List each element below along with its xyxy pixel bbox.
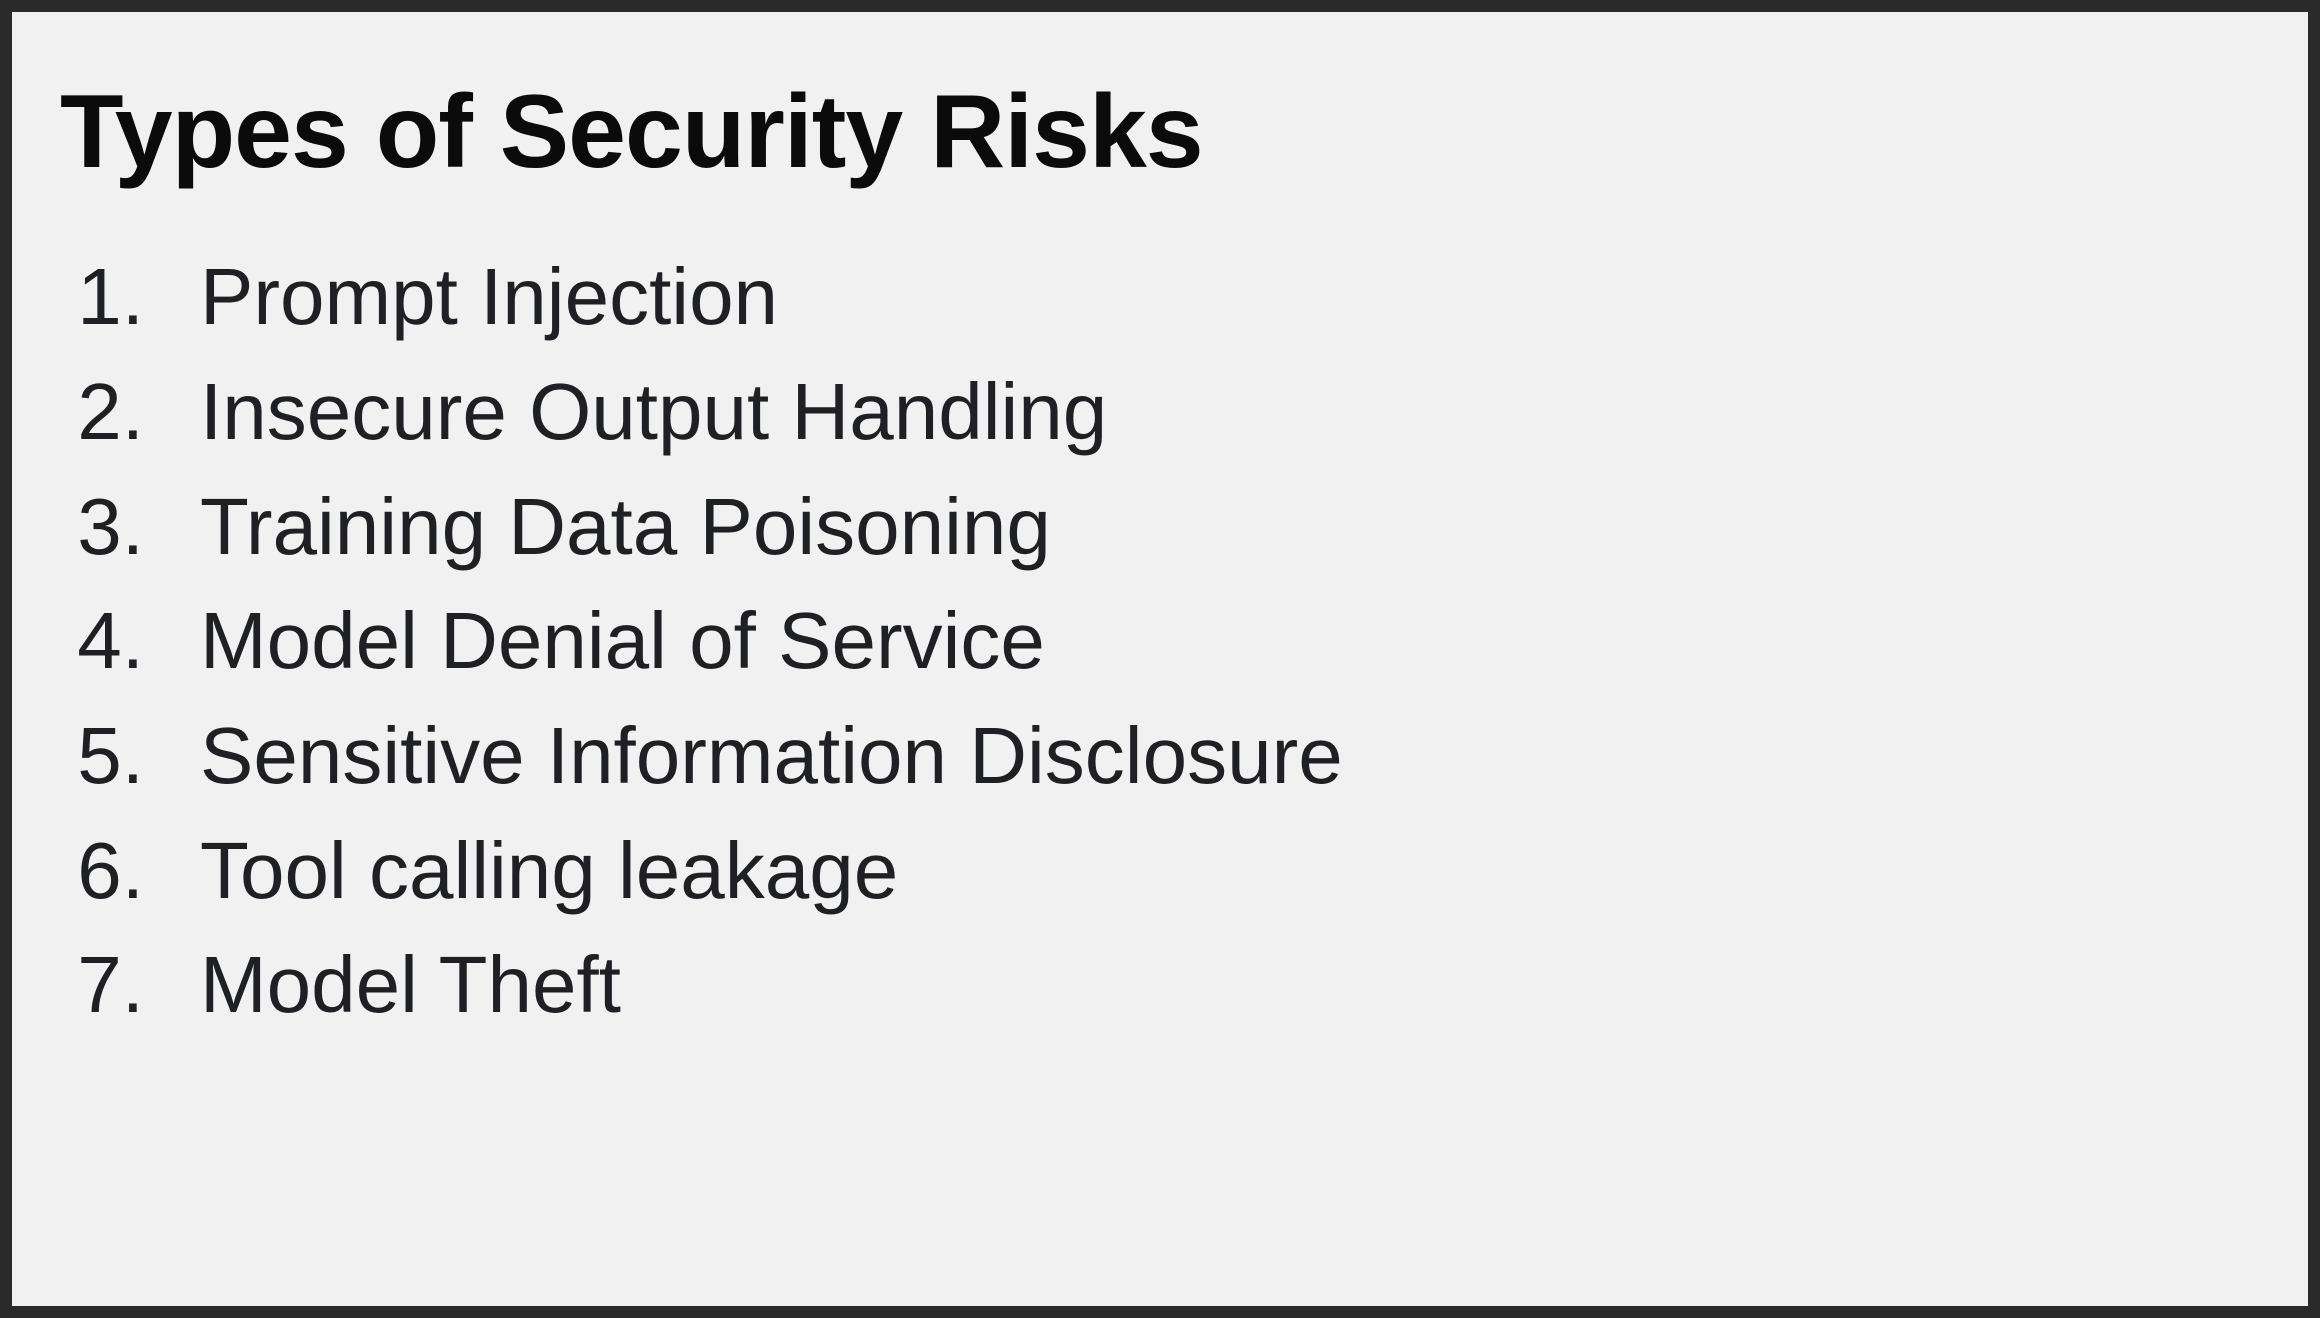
risk-number: 4.	[77, 596, 144, 686]
risk-label: Model Denial of Service	[200, 596, 1045, 686]
risk-number: 1.	[77, 252, 144, 342]
risk-number: 6.	[77, 825, 144, 915]
risk-number: 2.	[77, 367, 144, 457]
slide-title: Types of Security Risks	[60, 74, 1204, 190]
risk-label: Sensitive Information Disclosure	[200, 711, 1343, 801]
risk-number: 3.	[77, 481, 144, 571]
risk-number: 5.	[77, 711, 144, 801]
risk-label: Training Data Poisoning	[200, 481, 1051, 571]
risk-label: Insecure Output Handling	[200, 367, 1108, 457]
risk-label: Prompt Injection	[200, 252, 779, 342]
risk-label: Model Theft	[200, 940, 621, 1030]
risk-number: 7.	[77, 940, 144, 1030]
risk-label: Tool calling leakage	[200, 825, 899, 915]
